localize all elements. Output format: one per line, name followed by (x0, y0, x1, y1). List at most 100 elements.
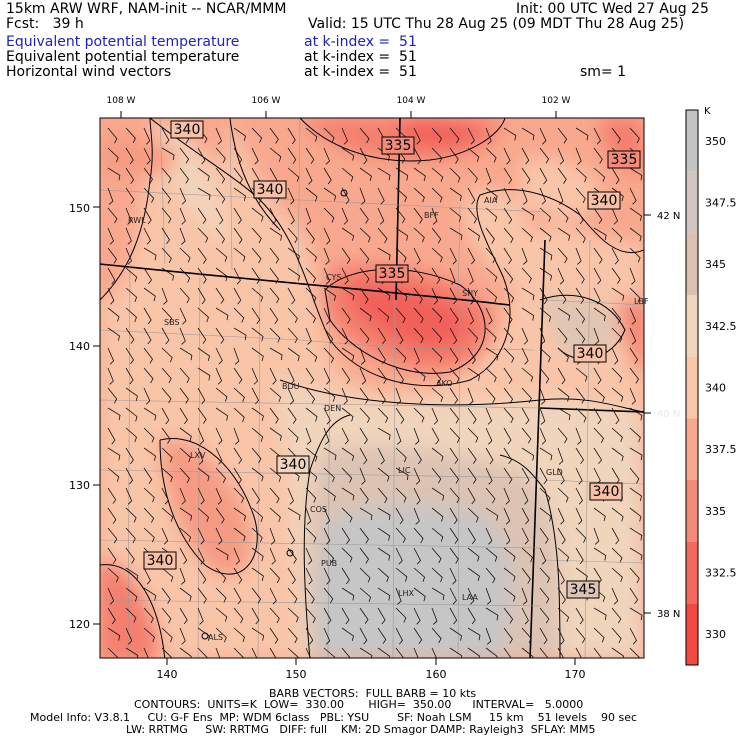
city-label: PUB (321, 559, 337, 568)
wind-barb (449, 387, 459, 405)
wind-barb (521, 227, 533, 243)
wind-barb (341, 647, 351, 658)
wind-barb (575, 127, 589, 141)
wind-barb (539, 287, 548, 305)
wind-barb (467, 367, 481, 381)
wind-barb (269, 267, 279, 284)
wind-barb (323, 287, 336, 301)
wind-barb (467, 587, 475, 605)
wind-barb (629, 227, 642, 242)
wind-barb (629, 327, 637, 345)
wind-barb (629, 427, 641, 443)
wind-barb (359, 167, 372, 182)
wind-barb (431, 387, 444, 403)
wind-barb (413, 447, 422, 465)
wind-barb (323, 567, 331, 585)
wind-barb (467, 407, 477, 424)
wind-barb (341, 187, 350, 205)
wind-barb (539, 267, 553, 281)
wind-barb (305, 247, 317, 263)
wind-barb (521, 287, 535, 301)
contour-label: 335 (381, 136, 415, 155)
wind-barb (629, 127, 640, 144)
wind-barb (485, 287, 498, 303)
wind-barb (629, 607, 643, 621)
wind-barb (215, 367, 223, 385)
wind-barb (125, 327, 135, 344)
wind-barb (305, 187, 318, 202)
wind-barb (467, 607, 476, 625)
wind-barb (341, 287, 355, 301)
wind-barb (611, 247, 619, 265)
wind-barb (503, 287, 515, 303)
wind-barb (107, 227, 114, 245)
wind-barb (539, 227, 552, 242)
field2-name: Equivalent potential temperature (6, 49, 240, 65)
wind-barb (395, 627, 403, 645)
wind-barb (161, 147, 175, 161)
wind-barb (485, 187, 498, 202)
wind-barb (125, 347, 134, 365)
wind-barb (161, 627, 173, 643)
wind-barb (521, 447, 535, 461)
wind-barb (161, 207, 172, 224)
wind-barb (557, 207, 569, 223)
wind-barb (323, 307, 331, 325)
wind-barb (305, 227, 315, 244)
wind-barb (359, 447, 368, 465)
wind-barb (269, 567, 280, 583)
wind-barb (557, 407, 571, 421)
wind-barb (521, 307, 535, 321)
wind-barb (197, 527, 205, 545)
wind-barb (629, 247, 641, 263)
wind-barb (359, 607, 369, 624)
wind-barb (305, 347, 318, 362)
wind-barb (557, 287, 567, 304)
wind-barb (179, 567, 186, 585)
wind-barb (557, 227, 571, 241)
wind-barb (161, 227, 170, 245)
wind-barb (125, 447, 134, 465)
wind-barb (323, 607, 332, 625)
wind-barb (125, 427, 137, 443)
wind-barb (125, 467, 134, 485)
wind-barb (161, 507, 174, 522)
wind-barb (341, 247, 351, 264)
wind-barb (287, 187, 295, 205)
wind-barb (593, 367, 602, 385)
wind-barb (413, 147, 422, 165)
wind-barb (503, 387, 514, 404)
wind-barb (377, 187, 385, 205)
wind-barb (359, 407, 370, 423)
wind-barb (503, 187, 511, 205)
svg-text:340: 340 (174, 122, 201, 138)
wind-barb (107, 327, 120, 341)
wind-barb (179, 407, 188, 425)
y-tick-label: 140 (69, 340, 90, 353)
wind-barb (197, 187, 211, 201)
city-label: SBS (164, 318, 180, 327)
wind-barb (395, 587, 402, 605)
wind-barb (413, 587, 426, 602)
wind-barb (449, 527, 459, 544)
wind-barb (449, 367, 460, 384)
wind-barb (521, 247, 528, 265)
wind-barb (125, 207, 132, 225)
wind-barb (611, 347, 619, 365)
wind-barb (359, 387, 369, 404)
svg-text:335: 335 (611, 152, 638, 168)
wind-barb (485, 467, 493, 485)
wind-barb (431, 127, 442, 143)
wind-barb (485, 367, 497, 383)
wind-barb (269, 647, 277, 658)
wind-barb (485, 167, 492, 185)
wind-barb (539, 507, 552, 522)
wind-barb (575, 447, 584, 465)
wind-barb (305, 287, 317, 303)
wind-barb (557, 367, 566, 385)
wind-barb (467, 227, 480, 241)
wind-barb (233, 627, 245, 643)
wind-barb (107, 347, 115, 365)
wind-barb (539, 567, 550, 583)
wind-barb (197, 287, 206, 305)
